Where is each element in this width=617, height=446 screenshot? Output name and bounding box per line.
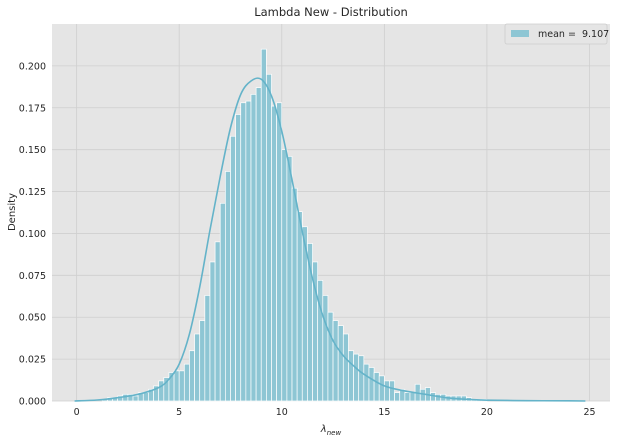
histogram-bar (419, 388, 426, 402)
y-tick-label: 0.075 (19, 271, 46, 282)
histogram-bar (435, 393, 442, 402)
histogram-bar (260, 48, 267, 402)
histogram-bar (204, 295, 211, 402)
x-tick-label: 5 (176, 407, 182, 418)
histogram-bar (281, 149, 288, 402)
legend-box (504, 23, 608, 45)
histogram-bar (194, 333, 201, 402)
histogram-bar (430, 392, 436, 402)
histogram-bar (404, 392, 411, 402)
histogram-bar (271, 105, 277, 402)
y-tick-label: 0.200 (19, 61, 46, 72)
x-axis-label-symbol: λ (320, 424, 327, 435)
y-tick-label: 0.000 (19, 397, 46, 408)
y-tick-label: 0.025 (19, 355, 46, 366)
histogram-bar (389, 380, 395, 402)
kde-line-group (74, 77, 586, 402)
grid-lines (52, 24, 610, 402)
x-tick-label: 15 (378, 407, 390, 418)
histogram-bar (368, 367, 375, 402)
histogram-bar (214, 241, 221, 402)
histogram-bar (235, 114, 242, 402)
legend-swatch (511, 30, 529, 37)
histogram-bar (209, 261, 216, 402)
x-tick-label: 20 (481, 407, 493, 418)
histogram-bar (224, 171, 231, 402)
x-tick-label: 10 (276, 407, 288, 418)
y-axis-label: Density (7, 193, 18, 231)
y-tick-label: 0.150 (19, 145, 46, 156)
histogram-bar (189, 350, 195, 402)
histogram-bar (219, 202, 226, 402)
histogram-bar (332, 320, 339, 402)
x-tick-label: 25 (583, 407, 595, 418)
histogram-bar (373, 372, 380, 402)
histogram-bar (240, 102, 247, 402)
legend: mean = 9.107 (504, 23, 609, 45)
histogram-bar (199, 320, 206, 402)
histogram-bar (394, 392, 401, 402)
histogram-bar (286, 156, 293, 402)
kde-line (74, 77, 586, 402)
histogram-bar (378, 375, 385, 402)
histogram-bar (142, 392, 149, 402)
histogram-bar (353, 353, 360, 402)
histogram-bar (296, 211, 303, 402)
histogram-bar (348, 350, 354, 402)
histogram-bar (178, 370, 185, 402)
histogram-bar (322, 295, 329, 402)
y-tick-label: 0.100 (19, 229, 46, 240)
histogram-bar (230, 135, 236, 402)
x-axis-label: λnew (320, 424, 342, 437)
chart-title: Lambda New - Distribution (254, 5, 408, 19)
histogram-bar (291, 187, 298, 402)
histogram-bar (409, 392, 416, 402)
histogram-bar (250, 94, 257, 402)
histogram-bar (266, 73, 272, 402)
histogram-bar (132, 395, 139, 402)
histogram-bar (358, 355, 365, 402)
histogram-bar (183, 363, 190, 402)
histogram-bar (363, 363, 370, 402)
axis-ticks: 0 5 10 15 20 25 0.000 0.025 0.050 0.075 0.100 0.125… (19, 61, 596, 418)
histogram-bar (255, 87, 262, 402)
legend-label: mean = 9.107 (538, 29, 609, 40)
histogram-bar (383, 380, 390, 402)
y-tick-label: 0.050 (19, 313, 46, 324)
histogram-bar (327, 311, 334, 402)
x-tick-label: 0 (74, 407, 80, 418)
histogram-bar (337, 325, 344, 402)
histogram-bar (342, 333, 349, 402)
y-tick-label: 0.125 (19, 187, 46, 198)
histogram-bar (276, 102, 283, 402)
y-tick-label: 0.175 (19, 103, 46, 114)
histogram-bar (245, 100, 252, 402)
x-axis-label-subscript: new (327, 429, 342, 437)
histogram-bar (173, 370, 180, 402)
